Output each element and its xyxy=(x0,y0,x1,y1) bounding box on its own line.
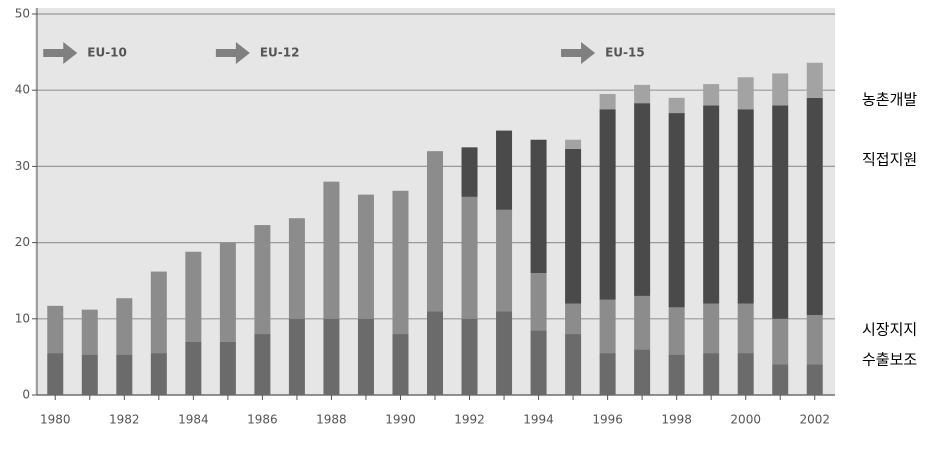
legend-label: 시장지지 xyxy=(862,321,917,339)
bar-segment xyxy=(738,353,754,395)
bar-segment xyxy=(151,353,167,395)
bar-segment xyxy=(807,98,823,315)
y-tick-label: 20 xyxy=(15,235,30,249)
bar-segment xyxy=(116,355,132,395)
bar-segment xyxy=(600,353,616,395)
bar-segment xyxy=(531,273,547,330)
y-tick-label: 30 xyxy=(15,159,30,173)
legend-label: 직접지원 xyxy=(862,151,917,169)
bar-segment xyxy=(565,140,581,149)
bar-segment xyxy=(185,252,201,342)
bar-segment xyxy=(738,109,754,303)
bar-segment xyxy=(565,149,581,304)
bar-segment xyxy=(358,195,374,319)
bar-segment xyxy=(807,365,823,395)
bar-segment xyxy=(47,353,63,395)
bar-segment xyxy=(496,311,512,395)
bar-segment xyxy=(323,319,339,395)
bar-segment xyxy=(462,319,478,395)
x-tick-label: 2000 xyxy=(730,413,761,427)
bar-segment xyxy=(82,310,98,355)
bar-segment xyxy=(565,334,581,395)
x-tick-label: 1986 xyxy=(247,413,278,427)
bar-segment xyxy=(151,272,167,354)
x-tick-label: 1994 xyxy=(523,413,554,427)
bar-segment xyxy=(669,307,685,354)
bar-segment xyxy=(392,334,408,395)
bar-segment xyxy=(565,304,581,334)
bar-segment xyxy=(669,98,685,113)
bar-segment xyxy=(600,300,616,353)
bar-segment xyxy=(254,334,270,395)
bar-segment xyxy=(531,140,547,273)
bar-segment xyxy=(703,105,719,303)
bar-segment xyxy=(185,342,201,395)
x-tick-label: 1980 xyxy=(40,413,71,427)
bar-segment xyxy=(634,85,650,103)
annotation: EU-12 xyxy=(260,46,300,60)
bar-segment xyxy=(496,210,512,311)
bar-segment xyxy=(462,147,478,197)
annotation: EU-10 xyxy=(87,46,127,60)
legend-label: 농촌개발 xyxy=(862,91,917,109)
bar-segment xyxy=(462,197,478,319)
x-tick-label: 1982 xyxy=(109,413,140,427)
bar-segment xyxy=(392,191,408,334)
bar-segment xyxy=(772,105,788,318)
bar-segment xyxy=(220,342,236,395)
bar-segment xyxy=(669,355,685,395)
bar-segment xyxy=(531,330,547,395)
bar-segment xyxy=(703,304,719,354)
bar-segment xyxy=(772,319,788,365)
bar-segment xyxy=(496,131,512,210)
bar-segment xyxy=(358,319,374,395)
y-tick-label: 40 xyxy=(15,83,30,97)
bar-segment xyxy=(772,73,788,105)
annotation: EU-15 xyxy=(605,46,645,60)
y-tick-label: 0 xyxy=(22,388,30,402)
bar-segment xyxy=(600,94,616,109)
x-tick-label: 1998 xyxy=(661,413,692,427)
bar-segment xyxy=(47,306,63,353)
bar-segment xyxy=(703,353,719,395)
x-tick-label: 1990 xyxy=(385,413,416,427)
bar-segment xyxy=(116,298,132,354)
bar-segment xyxy=(738,304,754,354)
x-tick-label: 1984 xyxy=(178,413,209,427)
bar-segment xyxy=(772,365,788,395)
bar-segment xyxy=(807,315,823,365)
y-tick-label: 50 xyxy=(15,7,30,21)
bar-segment xyxy=(289,319,305,395)
bar-segment xyxy=(807,63,823,98)
bar-segment xyxy=(82,355,98,395)
bar-segment xyxy=(427,311,443,395)
chart: 0 10 20 30 40 50 1980 1982 1984 1986 1988 1990 1992 1… xyxy=(0,0,943,457)
x-tick-label: 1988 xyxy=(316,413,347,427)
y-tick-label: 10 xyxy=(15,311,30,325)
bar-segment xyxy=(254,225,270,334)
x-tick-label: 1996 xyxy=(592,413,623,427)
bar-segment xyxy=(323,182,339,319)
bar-segment xyxy=(289,218,305,319)
x-tick-label: 2002 xyxy=(799,413,830,427)
bar-segment xyxy=(427,151,443,311)
legend-label: 수출보조 xyxy=(862,351,917,369)
x-tick-label: 1992 xyxy=(454,413,485,427)
bar-segment xyxy=(220,243,236,342)
bar-segment xyxy=(634,349,650,395)
bar-segment xyxy=(634,103,650,296)
bar-segment xyxy=(634,296,650,349)
bar-segment xyxy=(703,84,719,105)
bar-segment xyxy=(669,113,685,307)
bar-segment xyxy=(600,109,616,300)
bar-segment xyxy=(738,77,754,109)
